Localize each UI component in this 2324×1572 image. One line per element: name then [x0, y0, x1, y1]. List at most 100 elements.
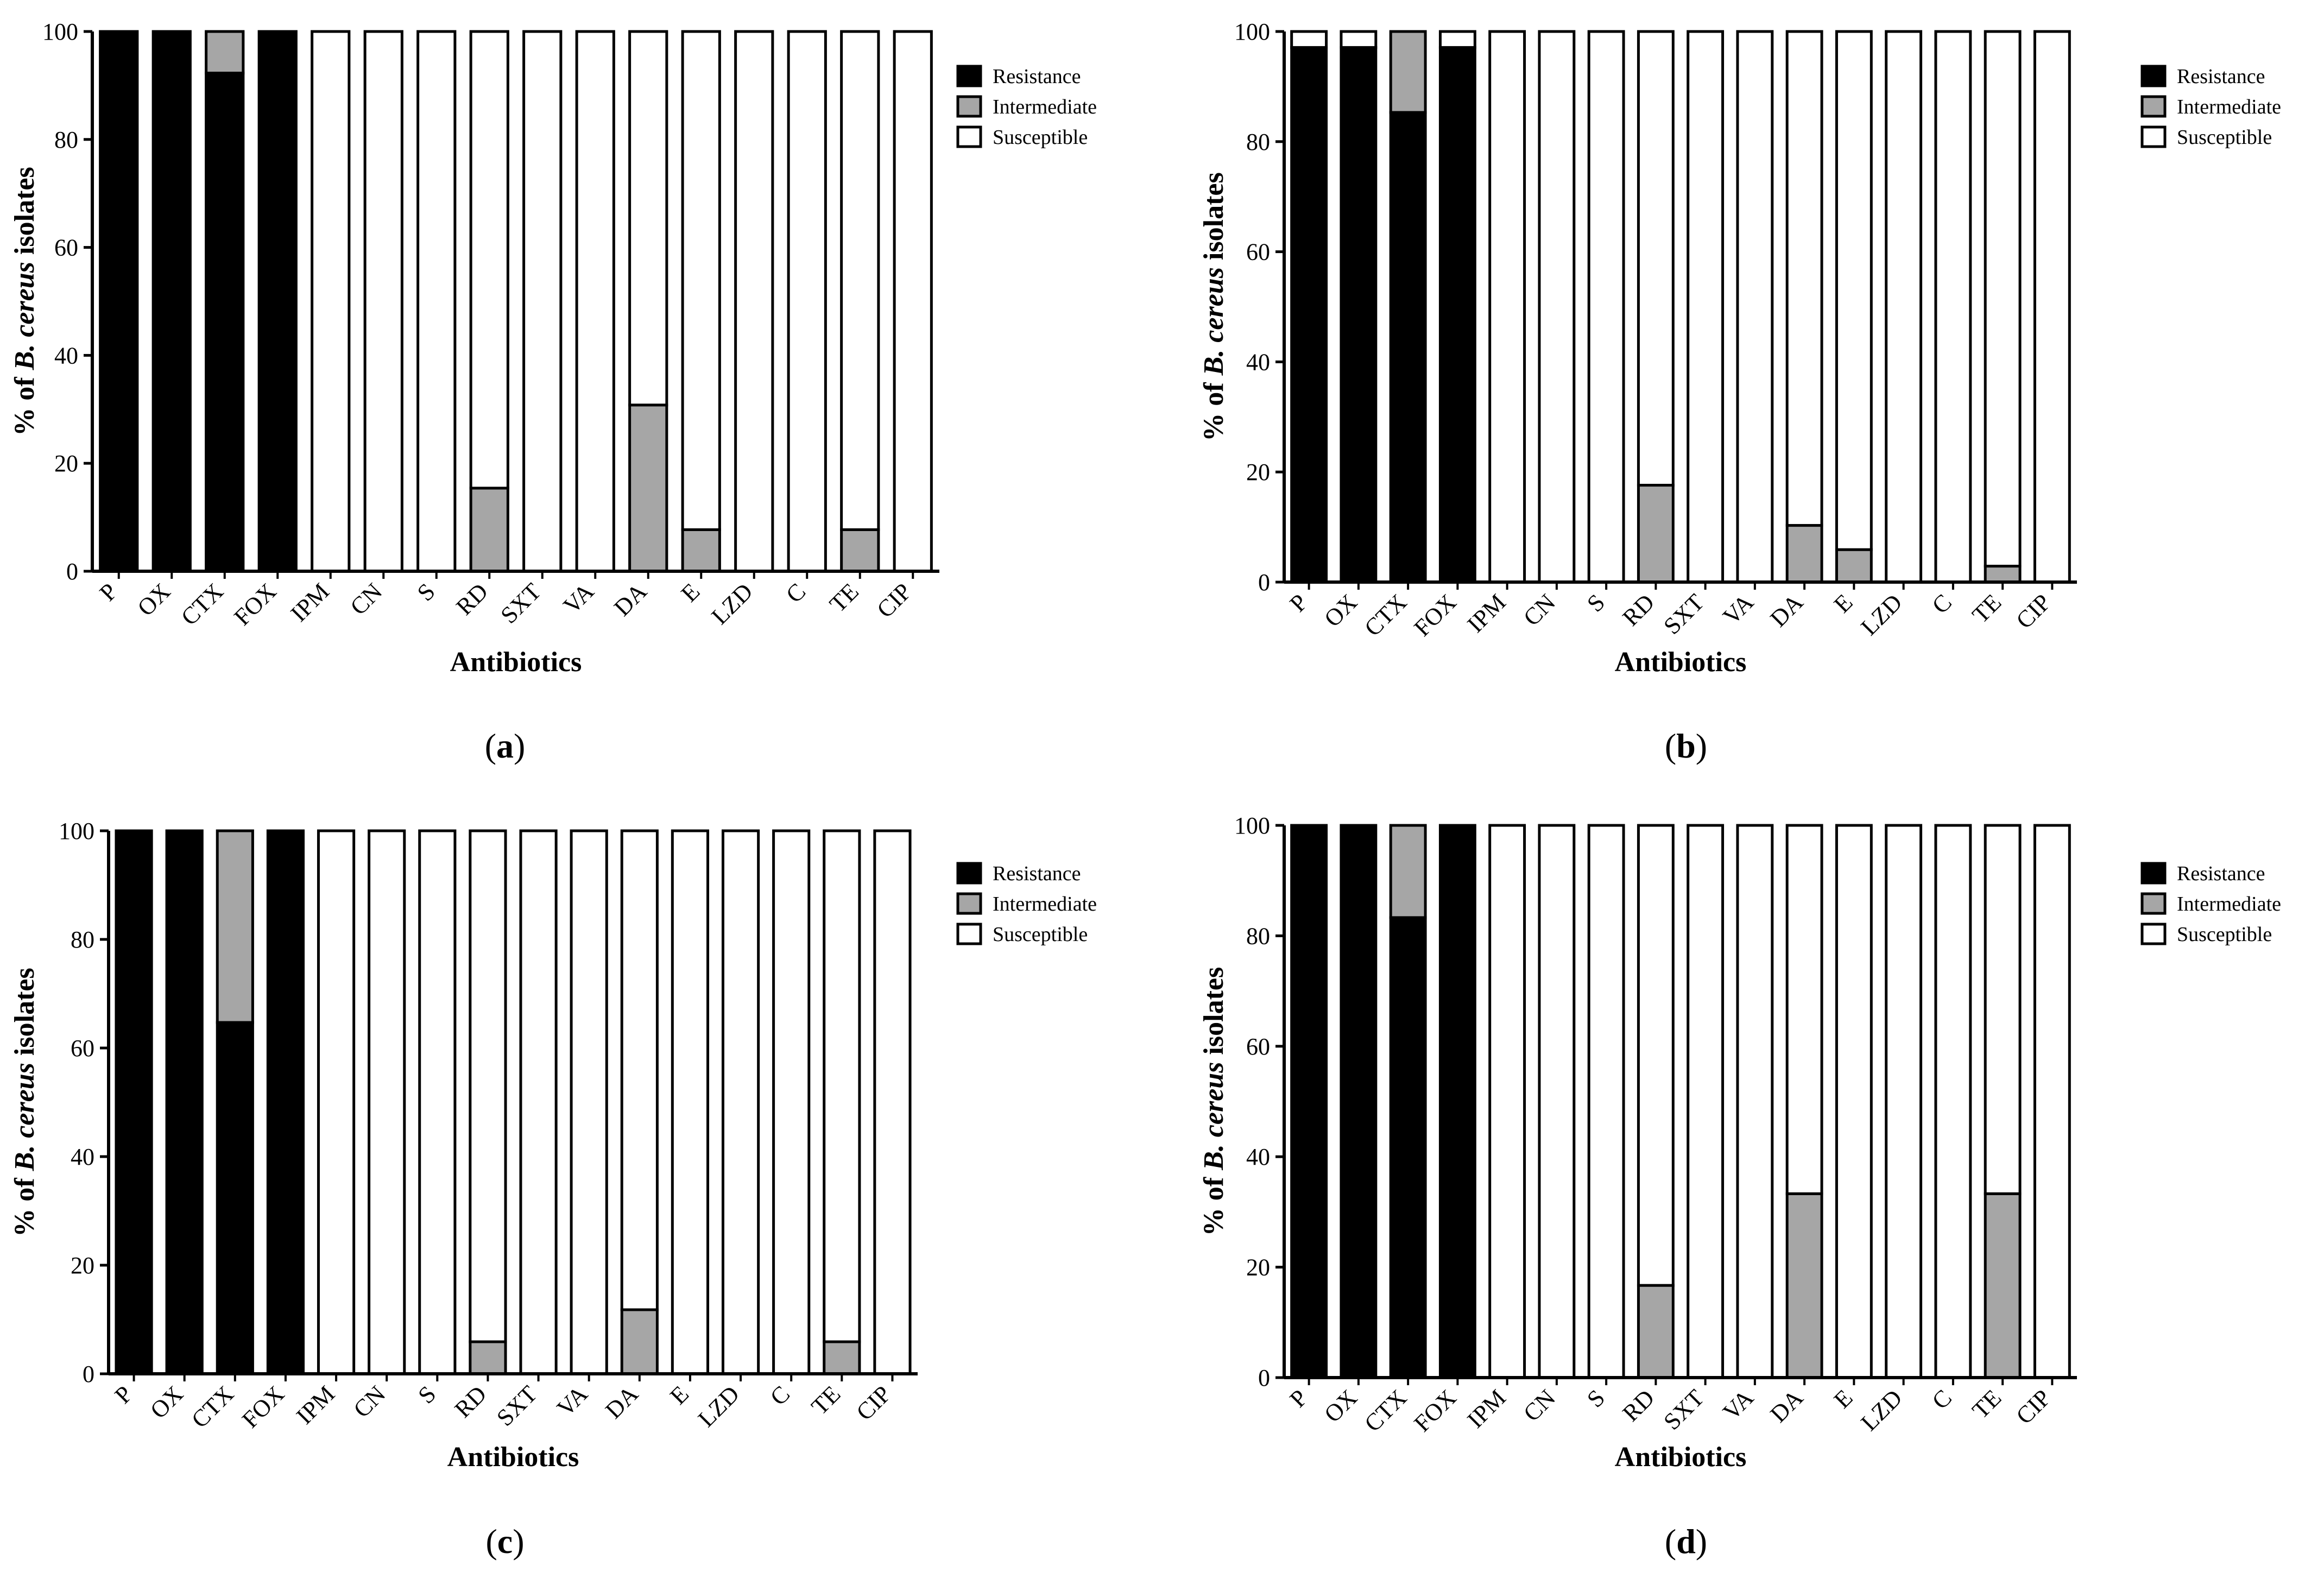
y-tick-label-60: 60	[54, 235, 78, 261]
x-tick-label-ox: OX	[132, 578, 176, 621]
bar-susceptible-sxt	[1687, 30, 1725, 584]
legend-swatch-resistance	[956, 65, 982, 87]
x-tick-label-fox: FOX	[237, 1380, 289, 1433]
x-tick-label-cip: CIP	[2011, 589, 2056, 634]
x-tick-label-fox: FOX	[1409, 589, 1462, 641]
bar-resistance-ox	[151, 30, 192, 573]
y-tick-label-0: 0	[1258, 569, 1270, 596]
x-tick-label-te: TE	[1967, 589, 2007, 628]
bar-susceptible-cip	[873, 829, 912, 1375]
x-tick-label-ipm: IPM	[1462, 1384, 1511, 1433]
x-tick-label-p: P	[1285, 589, 1313, 617]
y-tick-label-20: 20	[54, 450, 78, 477]
legend-swatch-susceptible	[2140, 923, 2167, 945]
legend-label-resistance: Resistance	[2177, 862, 2265, 885]
y-tick-label-60: 60	[71, 1035, 94, 1062]
bar-susceptible-rd	[469, 30, 509, 490]
bar-susceptible-da	[1785, 30, 1823, 527]
legend-label-resistance: Resistance	[993, 862, 1081, 885]
legend-label-susceptible: Susceptible	[2177, 126, 2272, 149]
panel-label-part: b	[1676, 727, 1696, 765]
bar-susceptible-c	[772, 829, 811, 1375]
bar-intermediate-rd	[1637, 1284, 1675, 1379]
x-tick-label-p: P	[1285, 1384, 1313, 1412]
bar-susceptible-va	[1736, 30, 1774, 584]
bar-susceptible-lzd	[1885, 30, 1923, 584]
y-tick-label-100: 100	[59, 818, 94, 844]
bar-susceptible-lzd	[1885, 824, 1923, 1379]
bar-susceptible-ipm	[1488, 824, 1526, 1379]
x-tick-label-sxt: SXT	[491, 1380, 542, 1431]
y-tick-label-80: 80	[54, 127, 78, 153]
legend-swatch-intermediate	[2140, 95, 2167, 118]
y-axis-title-part: % of	[1198, 375, 1229, 441]
x-tick-label-cip: CIP	[851, 1380, 896, 1425]
bar-intermediate-ctx	[205, 30, 245, 75]
x-tick-label-p: P	[110, 1380, 138, 1409]
y-tick-label-40: 40	[54, 342, 78, 369]
bar-susceptible-sxt	[1687, 824, 1725, 1379]
x-tick-label-rd: RD	[1618, 1384, 1660, 1426]
legend-swatch-intermediate	[956, 95, 982, 118]
legend: Resistance Intermediate Susceptible	[956, 862, 1097, 946]
x-tick-label-s: S	[412, 578, 440, 606]
y-tick-label-80: 80	[71, 926, 94, 953]
legend-swatch-susceptible	[2140, 125, 2167, 148]
x-tick-label-rd: RD	[450, 1380, 492, 1423]
y-tick-label-80: 80	[1246, 129, 1270, 155]
x-tick-label-e: E	[676, 578, 705, 607]
bar-intermediate-e	[681, 528, 721, 573]
bar-resistance-ctx	[1389, 916, 1427, 1379]
x-tick-label-sxt: SXT	[1658, 1384, 1709, 1435]
bar-susceptible-cn	[1538, 824, 1576, 1379]
bar-susceptible-c	[1934, 824, 1972, 1379]
bar-susceptible-s	[416, 30, 457, 573]
x-axis-title: Antibiotics	[450, 647, 582, 678]
panel-label-a: (a)	[485, 727, 526, 765]
legend-swatch-resistance	[956, 862, 982, 885]
bar-susceptible-lzd	[721, 829, 760, 1375]
legend-swatch-intermediate	[956, 892, 982, 915]
bar-resistance-fox	[1438, 824, 1476, 1379]
bar-susceptible-e	[1835, 30, 1873, 551]
bar-susceptible-e	[1835, 824, 1873, 1379]
bar-susceptible-te	[840, 30, 880, 531]
bar-susceptible-va	[1736, 824, 1774, 1379]
y-axis-title-part: isolates	[9, 968, 40, 1063]
legend: Resistance Intermediate Susceptible	[956, 65, 1097, 149]
y-tick-label-40: 40	[1246, 349, 1270, 375]
x-tick-label-e: E	[1829, 589, 1858, 618]
y-tick-label-60: 60	[1246, 1033, 1270, 1060]
bar-susceptible-sxt	[519, 829, 558, 1375]
bar-susceptible-te	[1984, 824, 2022, 1195]
y-axis-title: % of B. cereus isolates	[1198, 172, 1229, 441]
bar-resistance-p	[115, 829, 153, 1375]
panel-label-d: (d)	[1665, 1522, 1707, 1561]
y-axis-title-part: % of	[1198, 1170, 1229, 1236]
y-axis-title: % of B. cereus isolates	[9, 167, 40, 435]
x-tick-label-da: DA	[600, 1380, 643, 1424]
y-tick-label-80: 80	[1246, 923, 1270, 949]
bar-intermediate-da	[620, 1308, 659, 1375]
y-axis-title-part: isolates	[1198, 172, 1229, 267]
y-axis-title-part: isolates	[1198, 967, 1229, 1062]
bar-resistance-ctx	[205, 72, 245, 573]
bar-resistance-ox	[1340, 46, 1378, 584]
x-tick-label-da: DA	[1765, 1384, 1809, 1428]
x-tick-label-cn: CN	[345, 578, 387, 620]
x-tick-label-da: DA	[1765, 589, 1809, 632]
x-axis-title: Antibiotics	[1615, 1442, 1747, 1473]
y-tick-label-0: 0	[83, 1361, 94, 1387]
bar-susceptible-va	[570, 829, 608, 1375]
x-tick-label-da: DA	[609, 578, 652, 621]
bar-intermediate-te	[1984, 565, 2022, 584]
y-tick-label-40: 40	[71, 1144, 94, 1170]
x-tick-label-ipm: IPM	[286, 578, 334, 627]
y-tick-label-20: 20	[71, 1252, 94, 1279]
bar-susceptible-va	[575, 30, 615, 573]
bar-susceptible-lzd	[734, 30, 774, 573]
x-tick-label-ox: OX	[1319, 589, 1362, 632]
x-tick-label-rd: RD	[1618, 589, 1660, 631]
